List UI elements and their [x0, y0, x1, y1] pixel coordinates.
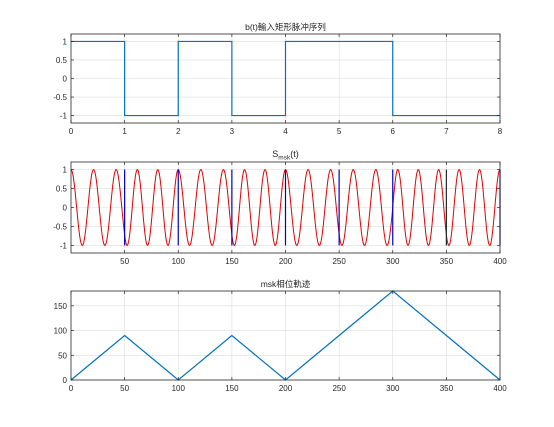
subplot-2-xtick-label: 300 — [386, 257, 400, 266]
subplot-2-title-tail: (t) — [290, 149, 299, 159]
subplot-3-xtick-label: 300 — [386, 384, 400, 393]
subplot-2-xtick-label: 100 — [172, 257, 186, 266]
subplot-2-ytick-label: 1 — [63, 166, 68, 175]
subplot-1-xtick-label: 5 — [337, 127, 342, 136]
subplot-1-ytick-label: -0.5 — [53, 93, 67, 102]
subplot-2-xtick-label: 150 — [225, 257, 239, 266]
subplot-1-ytick-label: 1 — [63, 37, 68, 46]
subplot-3-ytick-label: 100 — [54, 327, 68, 336]
subplot-1-ticks: 0 1 2 3 4 5 6 7 8 1 0.5 0 -0.5 -1 — [53, 34, 503, 136]
subplot-2-xtick-label: 350 — [440, 257, 454, 266]
subplot-2-title-main: S — [272, 149, 278, 159]
subplot-1-xtick-label: 2 — [176, 127, 181, 136]
subplot-1-ytick-label: 0.5 — [56, 56, 68, 65]
subplot-3-xtick-label: 350 — [440, 384, 454, 393]
subplot-1-xtick-label: 1 — [122, 127, 127, 136]
subplot-1-series-line — [71, 40, 500, 117]
subplot-1-xtick-label: 7 — [444, 127, 449, 136]
subplot-3-ticks: 0 50 100 150 200 250 300 350 400 150 100 50 0 — [54, 291, 507, 393]
subplot-1-xtick-label: 8 — [498, 127, 503, 136]
subplot-1-ytick-label: 0 — [63, 75, 68, 84]
subplot-2-ticks: 50 100 150 200 250 300 350 400 1 0.5 0 -0.5 -1 — [53, 162, 507, 266]
subplot-3-ytick-label: 0 — [63, 376, 68, 385]
subplot-3-xtick-label: 0 — [69, 384, 74, 393]
subplot-3: 0 50 100 150 200 250 300 350 400 150 100 50 0 msk相位軌… — [54, 279, 508, 393]
subplot-2-title-subscript: msk — [278, 155, 291, 162]
subplot-3-title: msk相位軌迹 — [261, 279, 311, 289]
subplot-2: 50 100 150 200 250 300 350 400 1 0.5 0 -0.5 -1 Smsk(… — [53, 149, 507, 266]
subplot-2-msk-waveform — [70, 168, 501, 247]
subplot-1-xtick-label: 4 — [283, 127, 288, 136]
subplot-2-xtick-label: 400 — [493, 257, 507, 266]
subplot-1-ytick-label: -1 — [60, 112, 68, 121]
subplot-3-xtick-label: 200 — [279, 384, 293, 393]
subplot-3-ytick-label: 150 — [54, 302, 68, 311]
subplot-3-xtick-label: 400 — [493, 384, 507, 393]
subplot-3-ytick-label: 50 — [58, 351, 67, 360]
subplot-3-xtick-label: 150 — [225, 384, 239, 393]
subplot-2-ytick-label: 0 — [63, 204, 68, 213]
subplot-3-xtick-label: 100 — [172, 384, 186, 393]
subplot-2-title: Smsk(t) — [272, 149, 298, 162]
subplot-1-xtick-label: 3 — [230, 127, 235, 136]
subplot-1-xtick-label: 0 — [69, 127, 74, 136]
subplot-3-xtick-label: 50 — [120, 384, 129, 393]
subplot-2-ytick-label: 0.5 — [56, 185, 68, 194]
subplot-2-ytick-label: -0.5 — [53, 222, 67, 231]
subplot-2-xtick-label: 50 — [120, 257, 129, 266]
subplot-2-xtick-label: 250 — [332, 257, 346, 266]
subplot-1-xtick-label: 6 — [391, 127, 396, 136]
subplot-2-xtick-label: 200 — [279, 257, 293, 266]
subplot-1-title: b(t)輸入矩形脉冲序列 — [245, 22, 326, 32]
subplot-3-xtick-label: 250 — [332, 384, 346, 393]
subplot-1-plot — [71, 40, 500, 117]
subplot-2-ytick-label: -1 — [60, 241, 68, 250]
subplot-1: 0 1 2 3 4 5 6 7 8 1 0.5 0 -0.5 -1 b(t)輸入矩形脉冲序列 — [53, 22, 503, 136]
